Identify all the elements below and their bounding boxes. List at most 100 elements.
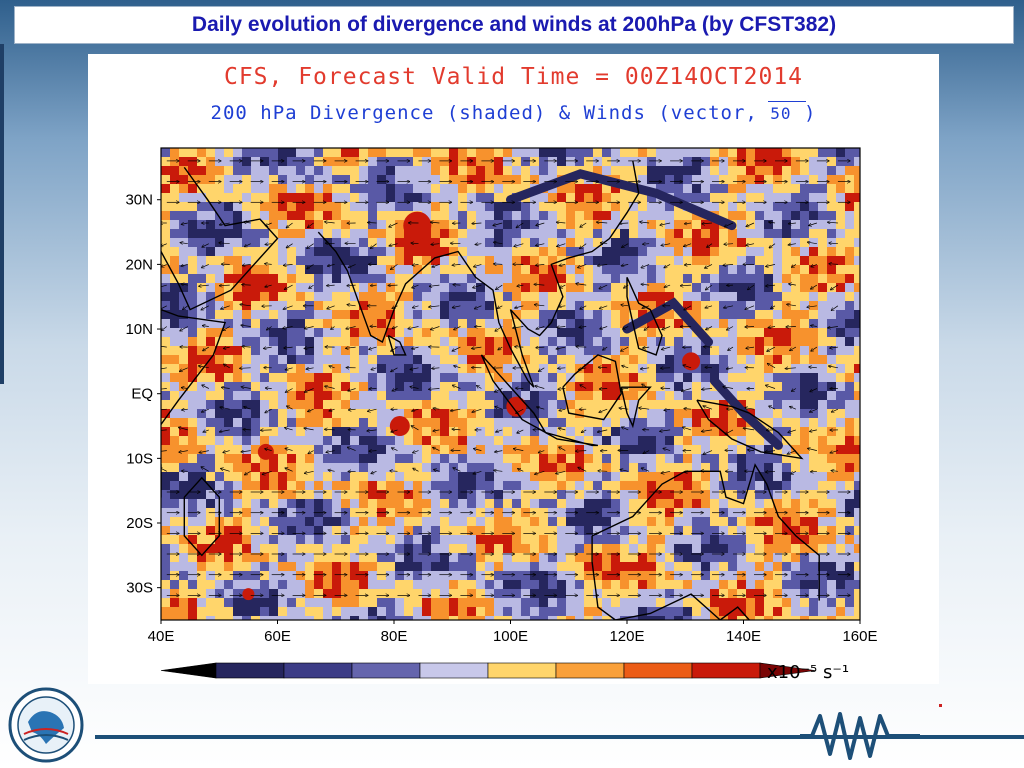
shading-cell [359,391,369,401]
shading-cell [602,229,612,239]
shading-cell [260,580,270,590]
shading-cell [377,175,387,185]
shading-cell [224,463,234,473]
shading-cell [386,499,396,509]
shading-cell [188,148,198,158]
shading-cell [566,346,576,356]
wind-vector [180,367,188,372]
shading-cell [206,346,216,356]
shading-cell [323,517,333,527]
shading-cell [683,265,693,275]
shading-cell [197,553,207,563]
shading-cell [323,166,333,176]
shading-cell [332,346,342,356]
shading-cell [485,328,495,338]
shading-cell [683,382,693,392]
shading-cell [233,274,243,284]
shading-cell [755,490,765,500]
shading-cell [503,364,513,374]
shading-cell [296,238,306,248]
shading-cell [242,508,252,518]
shading-cell [548,238,558,248]
shading-cell [566,328,576,338]
shading-cell [629,454,639,464]
shading-cell [755,571,765,581]
shading-cell [620,571,630,581]
shading-cell [215,283,225,293]
shading-cell [755,220,765,230]
shading-cell [854,274,860,284]
shading-cell [314,229,324,239]
shading-cell [305,400,315,410]
shading-cell [647,391,657,401]
wind-vector [265,222,272,226]
shading-cell [638,571,648,581]
shading-cell [602,526,612,536]
shading-cell [674,481,684,491]
shading-cell [296,616,306,620]
wind-vector [599,284,608,289]
shading-cell [242,319,252,329]
shading-cell [827,265,837,275]
shading-cell [584,319,594,329]
shading-cell [413,265,423,275]
shading-cell [404,355,414,365]
shading-cell [836,328,846,338]
shading-cell [629,616,639,620]
shading-cell [818,598,828,608]
shading-cell [836,463,846,473]
shading-cell [503,517,513,527]
shading-cell [332,499,342,509]
shading-cell [521,436,531,446]
shading-cell [161,220,171,230]
shading-cell [557,517,567,527]
shading-cell [557,454,567,464]
shading-cell [233,310,243,320]
shading-cell [620,364,630,374]
shading-cell [341,481,351,491]
wind-vector [495,451,503,452]
shading-cell [377,517,387,527]
shading-cell [800,517,810,527]
shading-cell [161,382,171,392]
shading-cell [449,337,459,347]
shading-cell [638,598,648,608]
shading-cell [845,517,855,527]
shading-cell [242,364,252,374]
shading-cell [575,616,585,620]
shading-cell [809,562,819,572]
shading-cell [368,256,378,266]
shading-cell [404,400,414,410]
wind-vector [265,408,272,412]
shading-cell [782,481,792,491]
shading-cell [422,364,432,374]
shading-cell [476,373,486,383]
shading-cell [494,409,504,419]
shading-cell [629,562,639,572]
shading-cell [296,220,306,230]
shading-cell [404,301,414,311]
shading-cell [737,598,747,608]
shading-cell [764,472,774,482]
wind-vector [432,368,440,369]
shading-cell [620,265,630,275]
shading-cell [800,409,810,419]
shading-cell [377,598,387,608]
shading-cell [206,571,216,581]
shading-cell [719,499,729,509]
shading-cell [215,562,225,572]
shading-cell [521,157,531,167]
shading-cell [431,436,441,446]
shading-cell [674,580,684,590]
shading-cell [206,220,216,230]
shading-cell [296,265,306,275]
shading-cell [485,535,495,545]
shading-cell [341,292,351,302]
shading-cell [584,526,594,536]
shading-cell [620,427,630,437]
shading-cell [215,184,225,194]
shading-cell [305,148,315,158]
shading-cell [287,238,297,248]
shading-cell [422,283,432,293]
shading-cell [530,427,540,437]
